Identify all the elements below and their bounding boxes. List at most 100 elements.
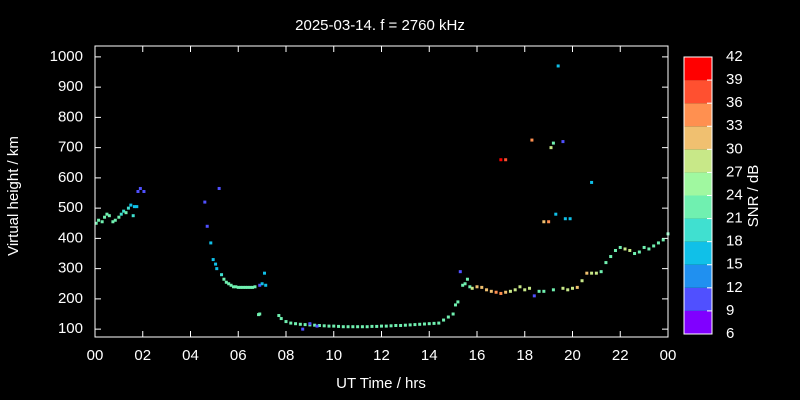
point [530, 138, 534, 142]
point [279, 317, 283, 321]
point [239, 285, 243, 289]
point [356, 325, 360, 329]
point [504, 158, 508, 162]
point [537, 289, 541, 293]
point [413, 323, 417, 327]
point [370, 324, 374, 328]
point [532, 294, 536, 298]
point [628, 248, 632, 252]
point [103, 215, 107, 219]
colorbar-tick-label: 27 [726, 163, 743, 180]
colorbar-band [684, 264, 712, 288]
colorbar-tick-label: 15 [726, 256, 743, 273]
point [264, 283, 268, 287]
point [298, 322, 302, 326]
y-tick-label: 500 [58, 199, 83, 216]
colorbar-band [684, 103, 712, 127]
point [563, 217, 567, 221]
point [107, 214, 111, 218]
x-tick-label: 20 [564, 347, 581, 364]
colorbar-tick-label: 39 [726, 71, 743, 88]
point [513, 288, 517, 292]
y-tick-label: 300 [58, 260, 83, 277]
point [609, 255, 613, 259]
x-tick-label: 22 [612, 347, 629, 364]
point [551, 288, 555, 292]
point [561, 140, 565, 144]
point [499, 291, 503, 295]
point [418, 322, 422, 326]
point [135, 205, 139, 209]
x-tick-label: 16 [469, 347, 486, 364]
point [580, 279, 584, 283]
point [599, 270, 603, 274]
point [465, 277, 469, 281]
point [124, 211, 128, 215]
point [111, 220, 115, 224]
point [341, 325, 345, 329]
point [475, 285, 479, 289]
point [380, 324, 383, 328]
point [394, 324, 398, 328]
point [222, 277, 226, 281]
point [117, 215, 121, 219]
colorbar-band [684, 149, 712, 173]
point [315, 324, 319, 328]
point [551, 141, 555, 145]
point [437, 321, 441, 325]
x-tick-label: 08 [278, 347, 295, 364]
y-tick-label: 200 [58, 290, 83, 307]
colorbar-tick-label: 24 [726, 186, 743, 203]
point [656, 241, 660, 245]
point [284, 320, 288, 324]
x-tick-label: 18 [516, 347, 533, 364]
point [211, 258, 215, 262]
point [224, 280, 228, 284]
point [456, 300, 460, 304]
point [246, 285, 250, 289]
point [132, 205, 136, 209]
plot-frame [94, 45, 669, 338]
y-tick-label: 800 [58, 108, 83, 125]
colorbar-band [684, 57, 712, 81]
point [470, 286, 474, 290]
point [554, 212, 558, 216]
point [461, 283, 465, 287]
point [327, 324, 331, 328]
point [263, 271, 267, 275]
point [332, 324, 336, 328]
point [126, 206, 130, 210]
colorbar-tick-label: 21 [726, 210, 743, 227]
point [547, 220, 551, 224]
point [119, 212, 123, 216]
point [399, 324, 403, 328]
y-tick-label: 100 [58, 320, 83, 337]
point [294, 322, 298, 326]
y-tick-label: 700 [58, 139, 83, 156]
point [209, 241, 213, 245]
point [97, 218, 101, 222]
colorbar-tick-label: 30 [726, 140, 743, 157]
point [585, 271, 589, 275]
point [542, 220, 546, 224]
point [384, 324, 388, 328]
point [661, 238, 665, 242]
y-tick-label: 600 [58, 169, 83, 186]
point [113, 218, 117, 222]
colorbar-band [684, 310, 712, 334]
point [485, 288, 489, 292]
point [590, 180, 594, 184]
point [231, 285, 235, 289]
point [138, 186, 142, 190]
point [427, 322, 431, 326]
colorbar-tick-label: 36 [726, 94, 743, 111]
point [322, 324, 326, 328]
point [604, 261, 608, 265]
point [100, 220, 104, 224]
point [642, 245, 646, 249]
y-tick-label: 400 [58, 229, 83, 246]
point [243, 285, 247, 289]
point [236, 285, 240, 289]
point [575, 285, 579, 289]
